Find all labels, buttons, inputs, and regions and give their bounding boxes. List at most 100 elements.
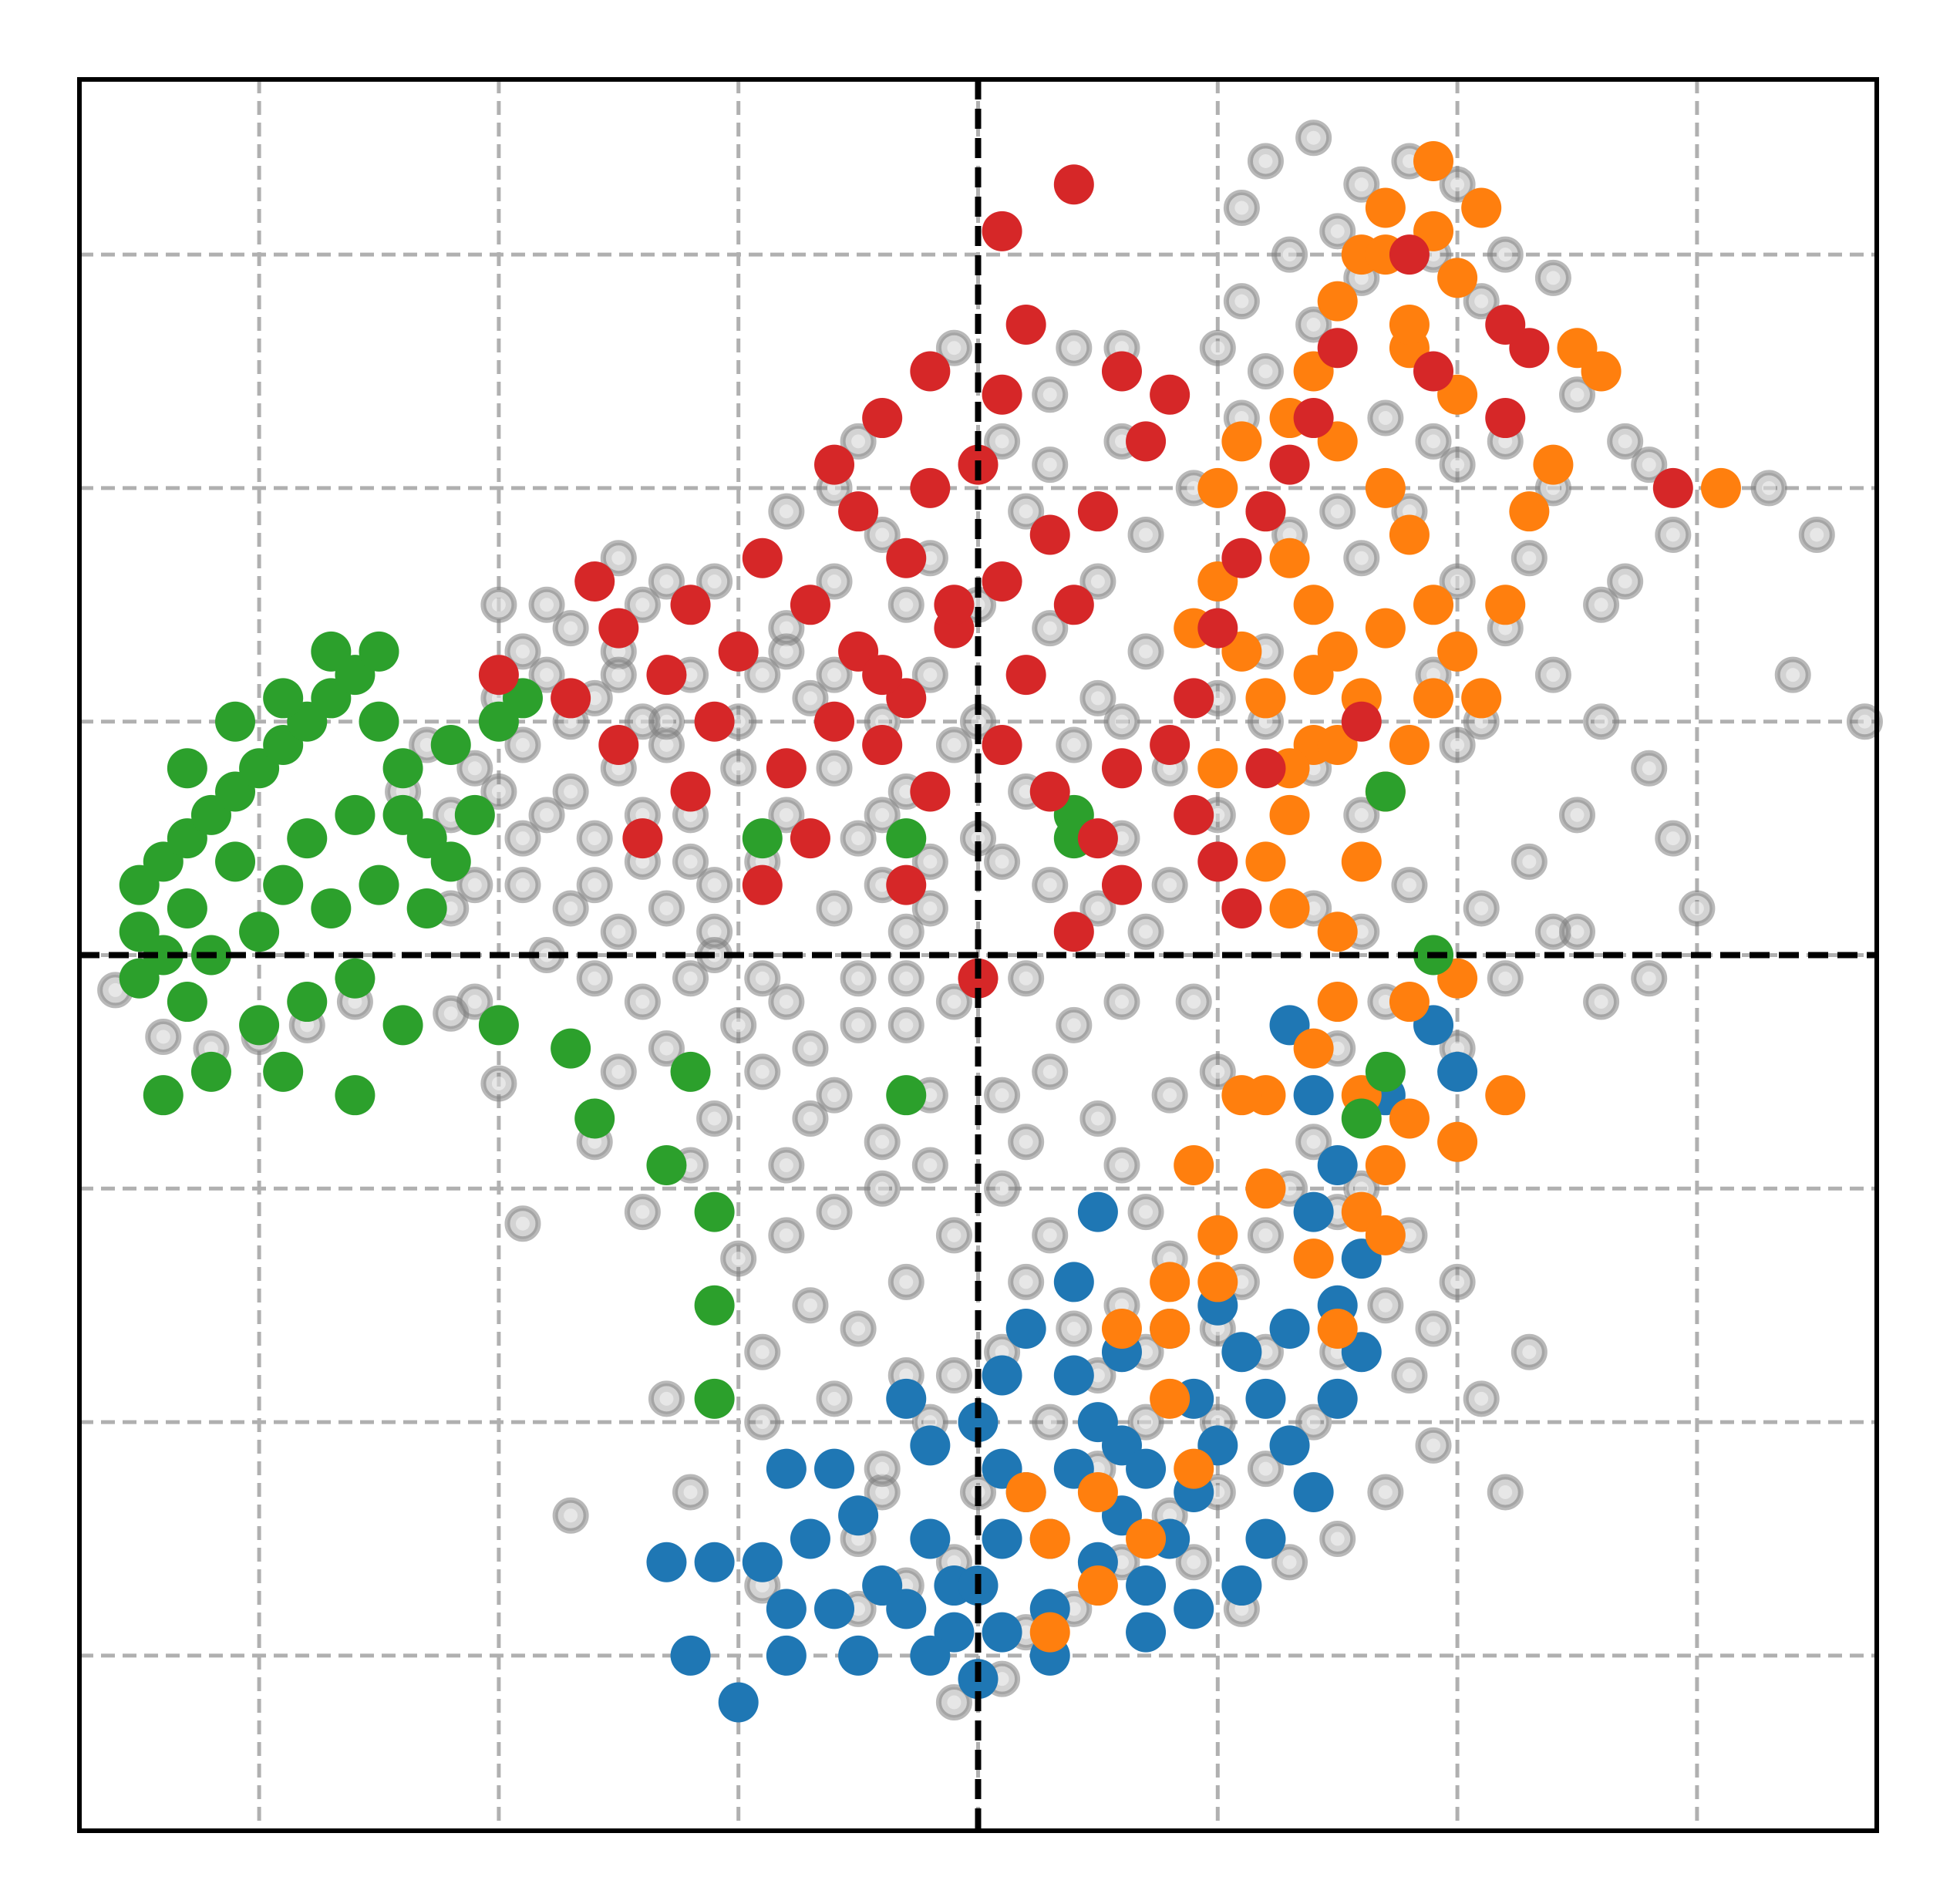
background-point-center [971,598,985,612]
background-point-center [1019,971,1033,986]
background-point-center [1450,177,1465,192]
orange-point [1245,1168,1286,1209]
background-point-center [995,1181,1009,1196]
background-point [1319,213,1356,250]
background-point [1798,516,1835,553]
background-point-center [731,714,746,729]
background-point-center [731,761,746,776]
background-point [1463,283,1500,320]
background-point [1008,1263,1045,1300]
background-point [935,726,972,763]
background-point [1056,1006,1093,1043]
background-point [887,960,924,997]
orange-point [1221,1075,1262,1116]
background-point-center [851,1532,866,1546]
background-point [1607,423,1644,460]
background-point-center [1426,1321,1441,1336]
background-point-center [1282,1555,1297,1569]
background-point [1079,890,1116,927]
background-point-center [1306,130,1321,145]
blue-point [646,1542,687,1582]
blue-point [1245,1378,1286,1419]
background-point-center [1163,1088,1177,1103]
background-point-center [659,575,674,589]
orange-point [1197,467,1238,508]
background-point [1631,750,1668,787]
orange-point [1485,585,1526,625]
blue-point [1077,1191,1118,1232]
red-point [982,211,1022,251]
red-point [1485,398,1526,439]
background-point [433,995,470,1032]
background-point-center [923,1158,938,1173]
background-point-center [1474,1391,1489,1406]
background-point [887,586,924,623]
green-point [167,982,207,1023]
blue-point [982,1518,1022,1559]
background-point-center [1450,1041,1465,1056]
orange-point [1533,444,1574,485]
background-point-center [1042,387,1057,402]
orange-point [1365,608,1406,649]
background-point [911,1147,948,1184]
background-point [1463,890,1500,927]
orange-point [1197,748,1238,789]
orange-point [1700,467,1741,508]
red-point [1101,748,1142,789]
background-point [552,610,589,647]
orange-point [1293,1028,1334,1069]
background-point-center [1090,1368,1105,1383]
green-point [886,818,927,859]
background-point [1151,867,1188,904]
background-point-center [1330,504,1345,519]
background-point-center [707,1111,722,1126]
green-point [335,1075,376,1116]
background-point [984,423,1021,460]
background-point-center [755,971,770,986]
red-point [1150,724,1191,765]
background-point [552,773,589,810]
background-point-center [899,1579,914,1593]
background-point [840,960,877,997]
red-point [1150,374,1191,415]
background-point-center [1378,1484,1393,1499]
background-point-center [443,1006,458,1021]
orange-point [1437,1121,1478,1162]
background-point [1295,1124,1332,1161]
background-point-center [827,1391,842,1406]
blue-point [742,1542,783,1582]
background-point [1151,1077,1188,1114]
background-point [1103,703,1140,740]
red-point [478,655,519,696]
blue-point [1126,1565,1167,1606]
background-point [935,329,972,366]
background-point [1583,983,1620,1020]
background-point-center [875,1484,890,1499]
background-point-center [635,807,650,822]
background-point-center [1042,878,1057,892]
background-point [720,1006,757,1043]
background-point [816,563,853,600]
background-point-center [995,854,1009,869]
green-point [406,888,447,928]
background-point-center [1019,1625,1033,1639]
background-point [600,656,637,693]
background-point-center [540,948,554,962]
red-point [551,678,591,719]
background-point-center [875,878,890,892]
background-point-center [1618,434,1632,449]
background-point-center [1282,1181,1297,1196]
background-point-center [1258,1461,1273,1476]
red-point [1053,912,1094,952]
blue-point [1293,1471,1334,1512]
background-point-center [947,1695,962,1710]
red-point [1174,678,1214,719]
background-point [456,867,493,904]
background-point-center [1139,925,1153,939]
orange-point [1365,467,1406,508]
background-point-center [755,1579,770,1593]
background-point [1583,703,1620,740]
background-point [528,797,565,834]
background-point-center [1450,737,1465,752]
orange-point [1005,1471,1046,1512]
